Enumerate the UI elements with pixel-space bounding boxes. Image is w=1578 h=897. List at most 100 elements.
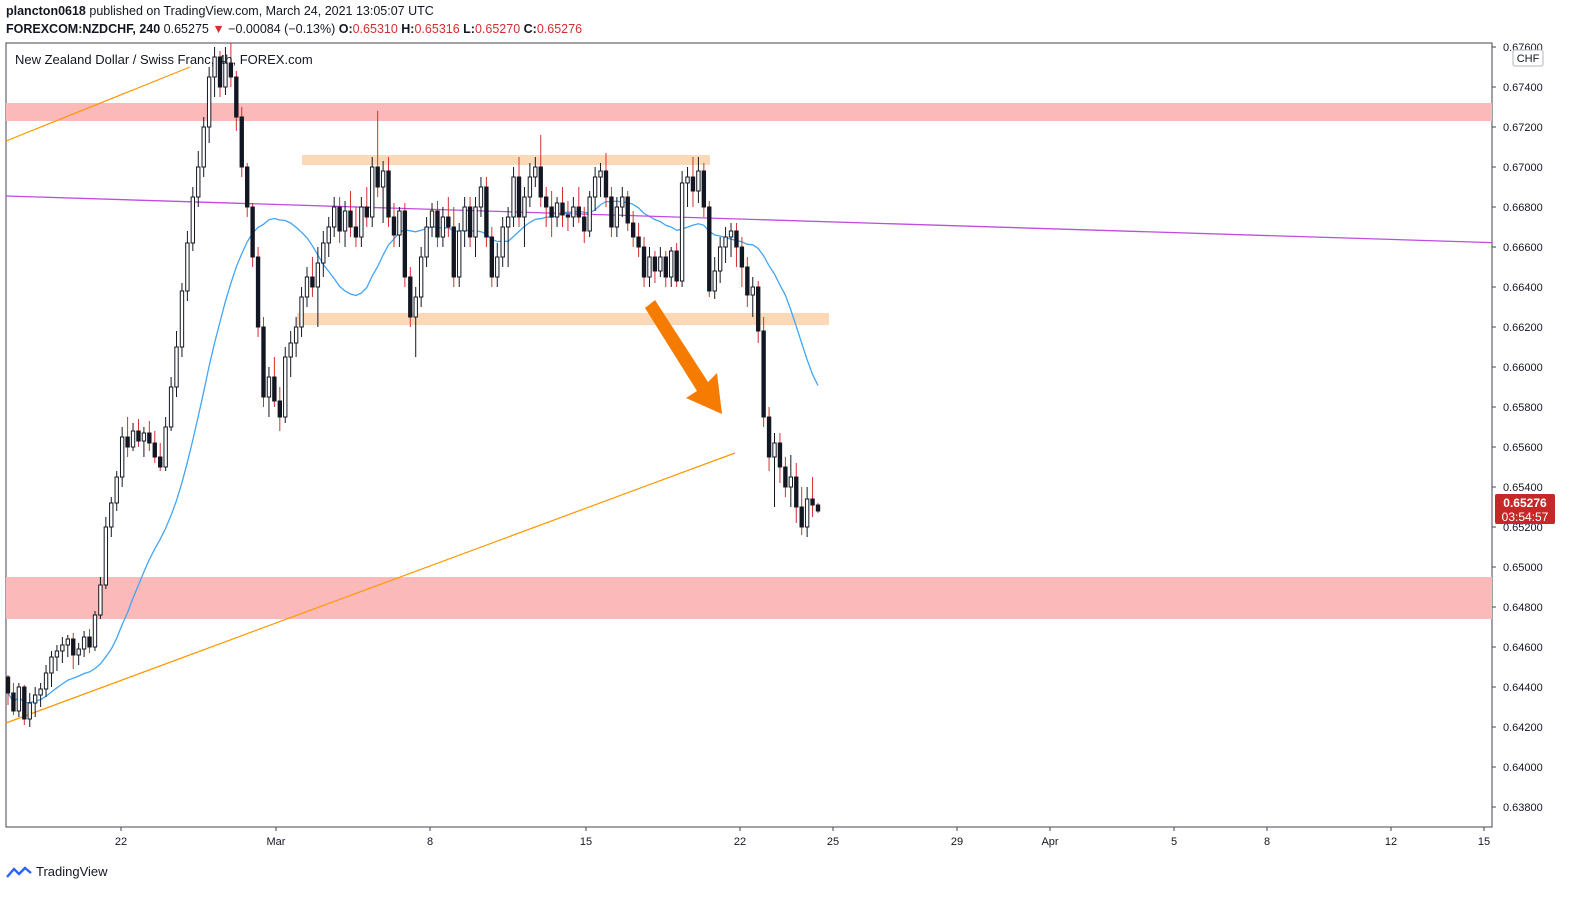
close-label: C: [523,22,537,36]
currency-badge-box[interactable] [1512,49,1544,67]
x-tick-label: Mar [267,836,286,848]
candle-body [255,256,261,328]
high-value: 0.65316 [414,22,460,36]
candle-body [723,236,728,248]
candle-body [206,76,212,128]
candle-body [652,256,658,272]
candle-body [179,290,185,348]
x-tick-label: 25 [827,836,839,848]
candle-body [217,56,223,88]
range-top-zone [302,155,710,165]
candle-body [386,170,391,218]
moving-average-line [7,200,819,704]
candle-body [647,256,652,278]
candle-body [119,436,125,478]
y-tick-label: 0.67200 [1503,122,1543,134]
countdown-label: 03:54:57 [1502,510,1549,524]
candle-body [49,656,54,674]
candle-body [5,676,11,694]
candle-body [228,62,234,78]
candle-body [348,210,353,228]
candle-body [408,276,413,318]
candle-body [484,186,489,238]
candle-body [636,236,641,248]
change-arrow-icon: ▼ [212,22,225,36]
x-tick-label: 15 [580,836,592,848]
candle-body [625,196,630,224]
candle-body [663,256,668,278]
candle-body [435,210,440,238]
candle-body [22,686,27,720]
candle-body [609,196,614,228]
diagonal-resistance-line [5,195,1493,244]
y-tick-label: 0.66400 [1503,282,1543,294]
candle-body [288,342,293,358]
candle-body [440,216,446,238]
candle-body [766,416,772,458]
candle-body [32,694,38,704]
candle-body [223,62,228,88]
candle-body [130,430,136,448]
candle-body [375,166,380,188]
candle-body [522,196,527,218]
candle-body [685,176,690,184]
candle-body [777,442,783,468]
last-price: 0.65275 [163,22,209,36]
candle-body [266,376,272,398]
candle-body [304,276,310,298]
candle-body [353,226,359,238]
last-price-tag [1495,494,1555,524]
candle-body [277,400,282,418]
y-tick-label: 0.67400 [1503,82,1543,94]
candle-body [158,456,163,468]
candle-body [560,202,565,216]
candle-body [27,702,32,720]
candle-body [451,226,456,278]
candle-body [250,206,255,258]
tradingview-logo-icon [6,865,32,878]
candle-body [810,498,815,506]
candle-body [783,466,788,488]
symbol-label: FOREXCOM:NZDCHF, 240 [6,22,161,36]
x-tick-label: 22 [115,836,127,848]
tradingview-logo[interactable]: TradingView [6,864,108,879]
candle-body [641,246,647,278]
high-label: H: [401,22,415,36]
candle-body [462,206,467,232]
candle-body [196,166,201,198]
candle-body [326,226,331,244]
candle-body [370,166,375,218]
x-tick-label: 8 [1264,836,1270,848]
support-zone-lower [6,577,1492,619]
candle-body [185,242,190,292]
candle-body [587,196,592,232]
candle-body [554,202,560,218]
candle-body [245,166,250,208]
candle-body [500,226,505,258]
candle-body [669,250,674,278]
candle-body [315,262,321,288]
candle-body [16,686,22,712]
y-tick-label: 0.64600 [1503,642,1543,654]
candle-body [467,206,473,238]
x-tick-label: 5 [1171,836,1177,848]
candle-body [424,226,429,258]
candle-body [98,584,103,616]
candle-body [582,216,587,232]
candle-body [310,276,315,288]
y-tick-label: 0.64800 [1503,602,1543,614]
candle-body [147,432,152,444]
candle-body [272,376,277,402]
y-tick-label: 0.65000 [1503,562,1543,574]
y-tick-label: 0.65600 [1503,442,1543,454]
candle-body [750,286,755,296]
candle-body [283,356,288,418]
candle-body [576,206,581,218]
candle-body [478,186,484,208]
candle-body [533,166,538,178]
range-bottom-zone [297,313,829,325]
y-tick-label: 0.66200 [1503,322,1543,334]
tradingview-logo-text: TradingView [36,864,108,879]
candle-body [337,206,342,232]
